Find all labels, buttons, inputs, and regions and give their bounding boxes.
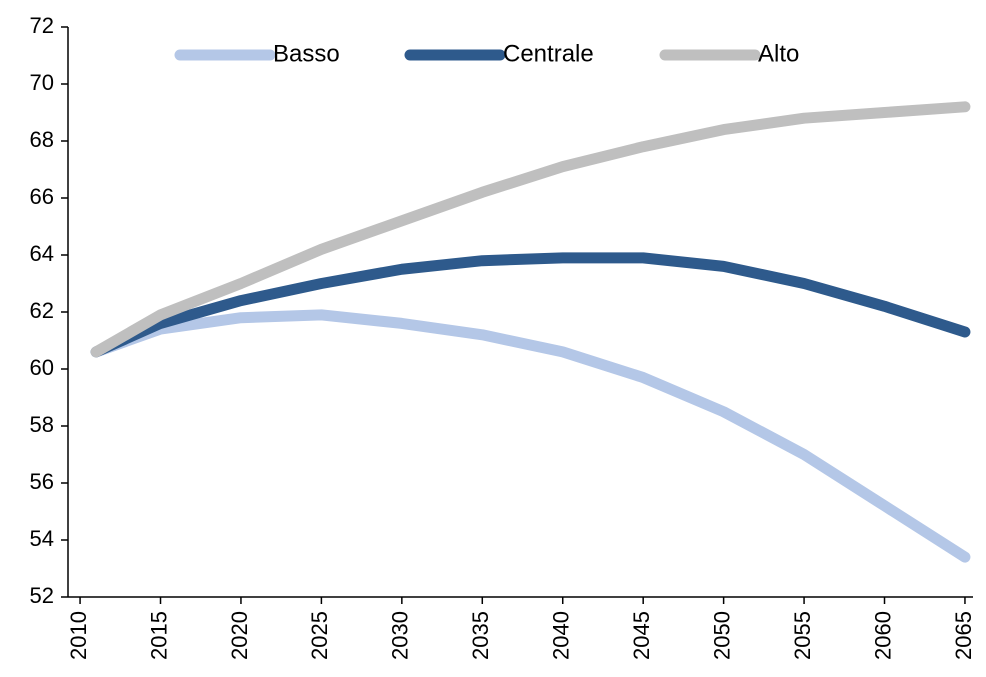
y-tick-label: 70 [30,70,54,95]
x-tick-label: 2015 [146,611,171,660]
y-tick-label: 58 [30,412,54,437]
y-tick-label: 56 [30,469,54,494]
x-tick-label: 2065 [951,611,976,660]
y-tick-label: 62 [30,298,54,323]
y-tick-label: 64 [30,241,54,266]
x-tick-label: 2060 [870,611,895,660]
legend-label: Alto [758,40,799,67]
legend-label: Centrale [503,40,594,67]
x-tick-label: 2045 [629,611,654,660]
x-tick-label: 2040 [549,611,574,660]
x-tick-label: 2010 [66,611,91,660]
y-tick-label: 72 [30,13,54,38]
y-tick-label: 60 [30,355,54,380]
series-line [90,252,971,358]
x-tick-label: 2055 [790,611,815,660]
x-tick-label: 2025 [307,611,332,660]
x-tick-label: 2020 [227,611,252,660]
legend-label: Basso [273,40,340,67]
x-tick-label: 2030 [388,611,413,660]
y-tick-label: 52 [30,583,54,608]
x-tick-label: 2035 [468,611,493,660]
y-tick-label: 66 [30,184,54,209]
y-tick-label: 54 [30,526,54,551]
series-line [90,309,971,563]
y-tick-label: 68 [30,127,54,152]
series-line [90,101,971,358]
x-tick-label: 2050 [709,611,734,660]
